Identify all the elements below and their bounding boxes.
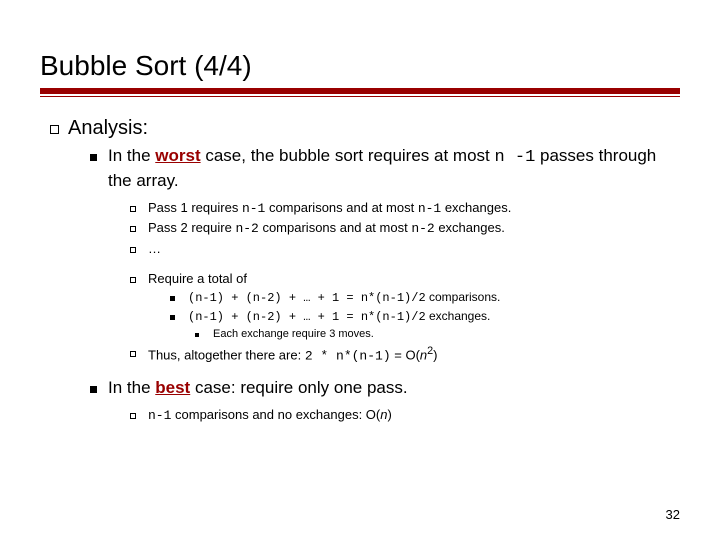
bullet-small-hollow-icon — [130, 413, 136, 419]
bullet-tiny-solid-icon — [170, 296, 175, 301]
bullet-small-hollow-icon — [130, 277, 136, 283]
comparisons-formula: (n-1) + (n-2) + … + 1 = n*(n-1)/2 compar… — [188, 289, 680, 306]
exchanges-formula: (n-1) + (n-2) + … + 1 = n*(n-1)/2 exchan… — [188, 308, 680, 325]
thus-line: Thus, altogether there are: 2 * n*(n-1) … — [148, 344, 680, 365]
title-rule-thin — [40, 96, 680, 97]
title-rule — [40, 88, 680, 94]
bullet-small-hollow-icon — [130, 247, 136, 253]
require-total-line: Require a total of — [148, 270, 680, 288]
bullet-small-hollow-icon — [130, 226, 136, 232]
bullet-solid-square-icon — [90, 154, 97, 161]
worst-case-line: In the worst case, the bubble sort requi… — [108, 145, 680, 193]
best-detail-line: n-1 comparisons and no exchanges: O(n) — [148, 406, 680, 425]
pass-1-line: Pass 1 requires n-1 comparisons and at m… — [148, 199, 680, 218]
bullet-tiny-solid-icon — [170, 315, 175, 320]
bullet-small-hollow-icon — [130, 206, 136, 212]
best-case-line: In the best case: require only one pass. — [108, 377, 680, 400]
bullet-dot-icon — [195, 333, 199, 337]
bullet-hollow-square-icon — [50, 125, 59, 134]
slide-title: Bubble Sort (4/4) — [40, 50, 680, 82]
ellipsis-line: … — [148, 240, 680, 258]
pass-2-line: Pass 2 require n-2 comparisons and at mo… — [148, 219, 680, 238]
each-exchange-line: Each exchange require 3 moves. — [213, 327, 680, 342]
bullet-small-hollow-icon — [130, 351, 136, 357]
bullet-solid-square-icon — [90, 386, 97, 393]
analysis-heading: Analysis: — [68, 115, 680, 141]
page-number: 32 — [666, 507, 680, 522]
